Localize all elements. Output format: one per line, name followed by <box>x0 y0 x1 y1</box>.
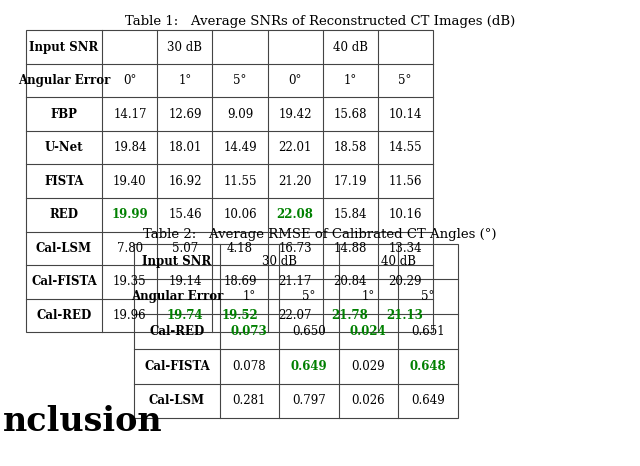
Text: 16.73: 16.73 <box>278 242 312 255</box>
Text: 19.74: 19.74 <box>166 309 204 322</box>
Text: 10.14: 10.14 <box>388 108 422 121</box>
Text: 9.09: 9.09 <box>227 108 253 121</box>
Text: Table 1:   Average SNRs of Reconstructed CT Images (dB): Table 1: Average SNRs of Reconstructed C… <box>125 15 515 28</box>
Bar <box>26 30 433 332</box>
Text: Cal-LSM: Cal-LSM <box>149 395 205 407</box>
Text: 30 dB: 30 dB <box>262 255 296 267</box>
Text: 15.46: 15.46 <box>168 208 202 221</box>
Text: U-Net: U-Net <box>45 141 83 154</box>
Text: 22.07: 22.07 <box>278 309 312 322</box>
Text: 14.88: 14.88 <box>333 242 367 255</box>
Text: 21.13: 21.13 <box>387 309 424 322</box>
Text: 0.029: 0.029 <box>351 360 385 372</box>
Text: 5°: 5° <box>302 290 316 302</box>
Text: 1°: 1° <box>243 290 256 302</box>
Text: 0.078: 0.078 <box>232 360 266 372</box>
Text: 21.20: 21.20 <box>278 175 312 188</box>
Text: Cal-FISTA: Cal-FISTA <box>31 275 97 288</box>
Text: 0.073: 0.073 <box>231 325 268 337</box>
Text: nclusion: nclusion <box>3 405 163 438</box>
Text: 0.651: 0.651 <box>411 325 445 337</box>
Text: 15.84: 15.84 <box>333 208 367 221</box>
Text: 0.648: 0.648 <box>410 360 446 372</box>
Text: Cal-FISTA: Cal-FISTA <box>144 360 210 372</box>
Text: 19.35: 19.35 <box>113 275 147 288</box>
Text: 11.56: 11.56 <box>388 175 422 188</box>
Text: 5°: 5° <box>234 74 246 87</box>
Text: 11.55: 11.55 <box>223 175 257 188</box>
Text: FISTA: FISTA <box>44 175 84 188</box>
Text: 20.84: 20.84 <box>333 275 367 288</box>
Text: 0.797: 0.797 <box>292 395 326 407</box>
Text: 1°: 1° <box>344 74 356 87</box>
Text: 18.01: 18.01 <box>168 141 202 154</box>
Text: 22.08: 22.08 <box>276 208 314 221</box>
Text: 1°: 1° <box>362 290 375 302</box>
Text: 12.69: 12.69 <box>168 108 202 121</box>
Text: 5°: 5° <box>399 74 412 87</box>
Text: 14.17: 14.17 <box>113 108 147 121</box>
Text: 14.55: 14.55 <box>388 141 422 154</box>
Text: 19.84: 19.84 <box>113 141 147 154</box>
Text: 18.58: 18.58 <box>333 141 367 154</box>
Text: 19.40: 19.40 <box>113 175 147 188</box>
Text: 7.80: 7.80 <box>117 242 143 255</box>
Text: 0°: 0° <box>124 74 136 87</box>
Text: 10.06: 10.06 <box>223 208 257 221</box>
Text: Table 2:   Average RMSE of Calibrated CT Angles (°): Table 2: Average RMSE of Calibrated CT A… <box>143 228 497 241</box>
Text: 0°: 0° <box>289 74 301 87</box>
Text: 19.96: 19.96 <box>113 309 147 322</box>
Text: RED: RED <box>49 208 79 221</box>
Text: Input SNR: Input SNR <box>142 255 212 267</box>
Text: 40 dB: 40 dB <box>333 41 367 54</box>
Text: 0.024: 0.024 <box>350 325 387 337</box>
Text: Cal-RED: Cal-RED <box>36 309 92 322</box>
Text: 15.68: 15.68 <box>333 108 367 121</box>
Text: 4.18: 4.18 <box>227 242 253 255</box>
Text: Cal-LSM: Cal-LSM <box>36 242 92 255</box>
Text: Angular Error: Angular Error <box>131 290 223 302</box>
Text: 16.92: 16.92 <box>168 175 202 188</box>
Text: 0.281: 0.281 <box>232 395 266 407</box>
Text: 19.42: 19.42 <box>278 108 312 121</box>
Text: 5°: 5° <box>421 290 435 302</box>
Text: 13.34: 13.34 <box>388 242 422 255</box>
Text: 19.52: 19.52 <box>221 309 259 322</box>
Text: 0.026: 0.026 <box>351 395 385 407</box>
Text: 5.07: 5.07 <box>172 242 198 255</box>
Text: 19.99: 19.99 <box>111 208 148 221</box>
Text: 22.01: 22.01 <box>278 141 312 154</box>
Text: Cal-RED: Cal-RED <box>149 325 205 337</box>
Text: FBP: FBP <box>51 108 77 121</box>
Text: 21.78: 21.78 <box>332 309 369 322</box>
Text: 30 dB: 30 dB <box>168 41 202 54</box>
Text: 18.69: 18.69 <box>223 275 257 288</box>
Text: 1°: 1° <box>179 74 191 87</box>
Text: 14.49: 14.49 <box>223 141 257 154</box>
Text: Input SNR: Input SNR <box>29 41 99 54</box>
Text: 40 dB: 40 dB <box>381 255 415 267</box>
Bar <box>134 244 458 418</box>
Text: 20.29: 20.29 <box>388 275 422 288</box>
Text: Angular Error: Angular Error <box>18 74 110 87</box>
Text: 10.16: 10.16 <box>388 208 422 221</box>
Text: 21.17: 21.17 <box>278 275 312 288</box>
Text: 0.650: 0.650 <box>292 325 326 337</box>
Text: 0.649: 0.649 <box>291 360 327 372</box>
Text: 17.19: 17.19 <box>333 175 367 188</box>
Text: 19.14: 19.14 <box>168 275 202 288</box>
Text: 0.649: 0.649 <box>411 395 445 407</box>
